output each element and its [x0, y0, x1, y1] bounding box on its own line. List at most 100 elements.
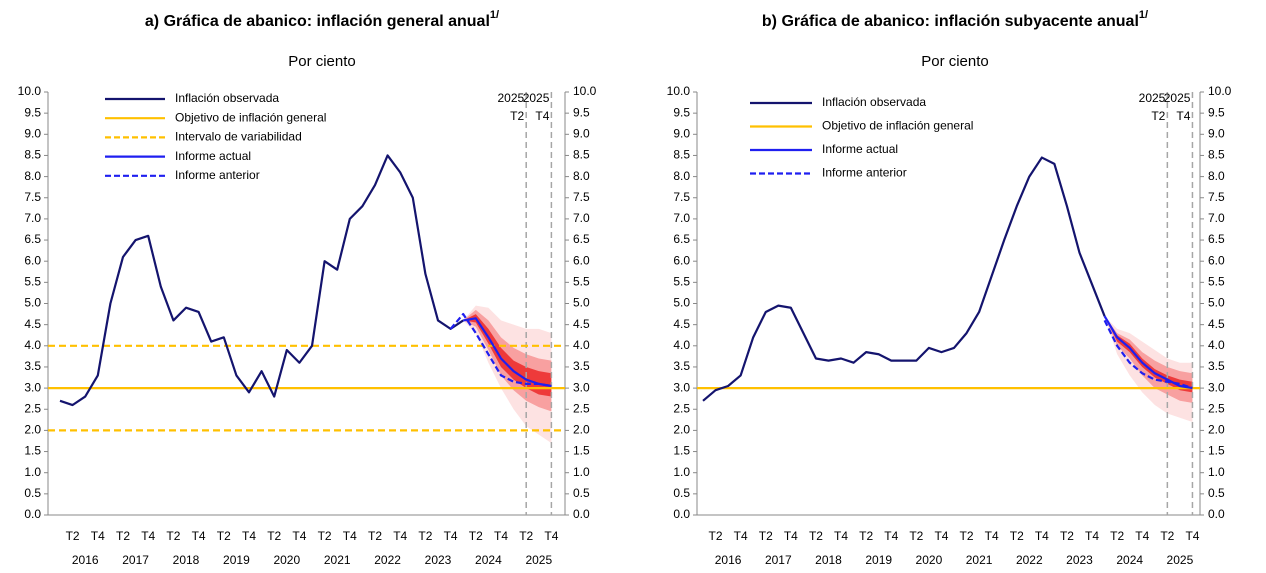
y2-tick-label: 0.5 — [1208, 486, 1225, 500]
x-tick-label: T4 — [292, 529, 306, 543]
y2-tick-label: 3.5 — [573, 359, 590, 373]
x-year-label: 2016 — [715, 553, 742, 567]
chart-title: b) Gráfica de abanico: inflación subyace… — [762, 9, 1148, 30]
x-year-label: 2024 — [1116, 553, 1143, 567]
y-tick-label: 8.0 — [24, 169, 41, 183]
x-tick-label: T2 — [217, 529, 231, 543]
y2-tick-label: 0.0 — [573, 507, 590, 521]
y-tick-label: 0.5 — [24, 486, 41, 500]
x-year-label: 2018 — [173, 553, 200, 567]
y2-tick-label: 8.0 — [573, 169, 590, 183]
x-year-label: 2022 — [374, 553, 401, 567]
series-line — [449, 312, 552, 388]
x-year-label: 2025 — [525, 553, 552, 567]
x-year-label: 2023 — [1066, 553, 1093, 567]
y2-tick-label: 6.5 — [1208, 232, 1225, 246]
y2-tick-label: 0.0 — [1208, 507, 1225, 521]
y-tick-label: 6.0 — [24, 253, 41, 267]
y-tick-label: 1.0 — [673, 465, 690, 479]
y-tick-label: 9.5 — [24, 105, 41, 119]
y-tick-label: 0.5 — [673, 486, 690, 500]
legend-label: Inflación observada — [822, 95, 926, 109]
y2-tick-label: 4.5 — [1208, 317, 1225, 331]
y-tick-label: 7.0 — [24, 211, 41, 225]
y2-tick-label: 4.0 — [1208, 338, 1225, 352]
y2-tick-label: 4.5 — [573, 317, 590, 331]
y2-tick-label: 2.5 — [573, 401, 590, 415]
y-tick-label: 8.0 — [673, 169, 690, 183]
y2-tick-label: 0.5 — [573, 486, 590, 500]
y2-tick-label: 1.5 — [573, 444, 590, 458]
y2-tick-label: 10.0 — [1208, 84, 1232, 98]
y-tick-label: 9.0 — [24, 126, 41, 140]
series-line — [702, 156, 1106, 402]
x-tick-label: T2 — [1160, 529, 1174, 543]
x-year-label: 2019 — [865, 553, 892, 567]
x-tick-label: T2 — [469, 529, 483, 543]
y-tick-label: 5.5 — [24, 275, 41, 289]
x-tick-label: T2 — [519, 529, 533, 543]
x-year-label: 2017 — [122, 553, 149, 567]
x-tick-label: T4 — [734, 529, 748, 543]
x-tick-label: T4 — [1085, 529, 1099, 543]
marker-year: 2025 — [523, 91, 550, 105]
y2-tick-label: 9.5 — [1208, 105, 1225, 119]
y2-tick-label: 7.5 — [1208, 190, 1225, 204]
y2-tick-label: 2.0 — [573, 423, 590, 437]
x-tick-label: T2 — [859, 529, 873, 543]
x-tick-label: T2 — [960, 529, 974, 543]
marker-quarter: T2 — [510, 109, 524, 123]
chart-title: a) Gráfica de abanico: inflación general… — [145, 9, 499, 30]
legend-label: Intervalo de variabilidad — [175, 130, 302, 144]
legend-label: Objetivo de inflación general — [822, 119, 973, 133]
x-tick-label: T4 — [784, 529, 798, 543]
x-year-label: 2025 — [1167, 553, 1194, 567]
y-tick-label: 3.0 — [24, 380, 41, 394]
title-text: b) Gráfica de abanico: inflación subyace… — [762, 13, 1139, 30]
y-tick-label: 0.0 — [673, 507, 690, 521]
chart-subtitle: Por ciento — [921, 53, 989, 70]
legend-label: Objetivo de inflación general — [175, 110, 326, 124]
y2-tick-label: 9.5 — [573, 105, 590, 119]
x-tick-label: T4 — [444, 529, 458, 543]
chart-subtitle: Por ciento — [288, 53, 356, 70]
x-tick-label: T2 — [1110, 529, 1124, 543]
y2-tick-label: 10.0 — [573, 84, 597, 98]
x-year-label: 2021 — [966, 553, 993, 567]
y-tick-label: 5.0 — [24, 296, 41, 310]
marker-year: 2025 — [1164, 91, 1191, 105]
y2-tick-label: 2.5 — [1208, 401, 1225, 415]
y-tick-label: 7.5 — [673, 190, 690, 204]
x-tick-label: T2 — [318, 529, 332, 543]
y2-tick-label: 6.0 — [1208, 253, 1225, 267]
y-tick-label: 2.5 — [24, 401, 41, 415]
x-year-label: 2016 — [72, 553, 99, 567]
y2-tick-label: 1.5 — [1208, 444, 1225, 458]
y2-tick-label: 9.0 — [573, 126, 590, 140]
y-tick-label: 9.0 — [673, 126, 690, 140]
y-tick-label: 3.5 — [673, 359, 690, 373]
x-tick-label: T2 — [418, 529, 432, 543]
y2-tick-label: 5.0 — [1208, 296, 1225, 310]
y-tick-label: 4.0 — [673, 338, 690, 352]
x-tick-label: T2 — [116, 529, 130, 543]
legend-label: Informe actual — [822, 142, 898, 156]
legend-label: Informe anterior — [175, 168, 260, 182]
x-tick-label: T4 — [1135, 529, 1149, 543]
x-tick-label: T2 — [1060, 529, 1074, 543]
legend-label: Informe anterior — [822, 166, 907, 180]
marker-quarter: T4 — [535, 109, 549, 123]
x-tick-label: T4 — [1185, 529, 1199, 543]
y2-tick-label: 8.5 — [573, 148, 590, 162]
y2-tick-label: 3.0 — [573, 380, 590, 394]
x-tick-label: T4 — [242, 529, 256, 543]
series-line — [59, 154, 464, 407]
legend-label: Informe actual — [175, 149, 251, 163]
y2-tick-label: 6.5 — [573, 232, 590, 246]
x-tick-label: T2 — [709, 529, 723, 543]
y-tick-label: 3.5 — [24, 359, 41, 373]
x-tick-label: T4 — [393, 529, 407, 543]
y-tick-label: 6.5 — [673, 232, 690, 246]
y-tick-label: 2.5 — [673, 401, 690, 415]
